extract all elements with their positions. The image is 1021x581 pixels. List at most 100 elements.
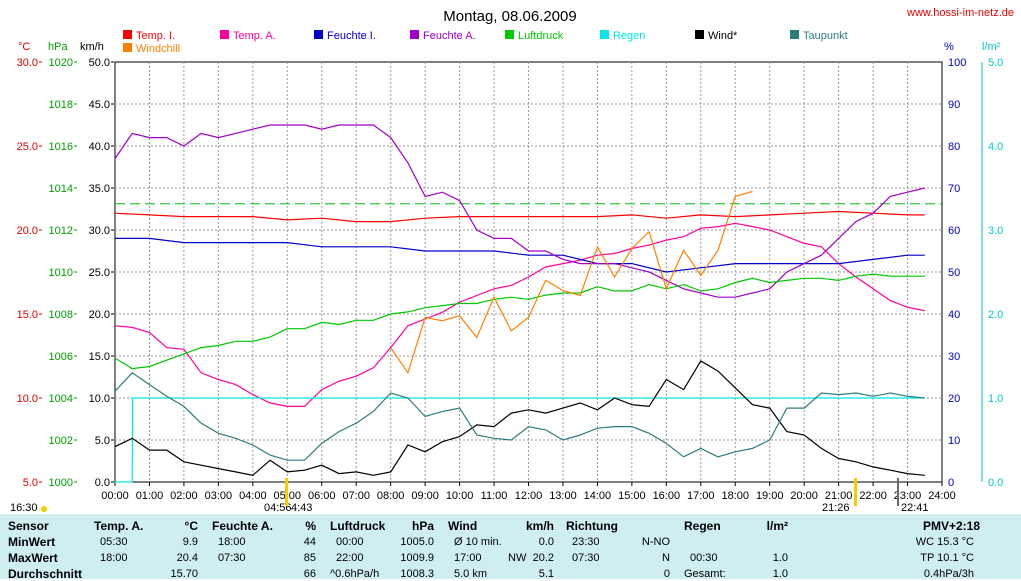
richtung-min-value: N-NO xyxy=(641,536,670,548)
x-tick-label: 22:00 xyxy=(859,490,887,502)
left-tick-label: 5.0 xyxy=(95,435,110,447)
left-tick-label: 10.0 xyxy=(89,393,110,405)
day-length-label: 16:30 xyxy=(10,502,38,514)
legend-swatch xyxy=(220,30,229,39)
legend-label: Regen xyxy=(613,30,645,42)
left-tick-label: 45.0 xyxy=(89,99,110,111)
luftdruck-min-time: 00:00 xyxy=(336,536,364,548)
temp-a-min-time: 05:30 xyxy=(100,536,128,548)
source-link[interactable]: www.hossi-im-netz.de xyxy=(906,7,1014,19)
sun-markers: 16:30 04:56 4:43 21:26 22:41 xyxy=(10,478,929,514)
left-tick-label: 1020 xyxy=(49,57,73,69)
right-tick-label: 3.0 xyxy=(988,225,1003,237)
luftdruck-min-value: 1005.0 xyxy=(400,536,434,548)
chart-series xyxy=(114,124,925,483)
temp-a-avg-value: 15.70 xyxy=(170,568,198,580)
luftdruck-trend: ^0.6hPa/h xyxy=(330,568,380,580)
x-tick-label: 15:00 xyxy=(618,490,646,502)
right-tick-label: 80 xyxy=(948,141,960,153)
left-tick-label: 0.0 xyxy=(95,477,110,489)
moon-marker xyxy=(897,478,899,506)
legend-swatch xyxy=(123,43,132,52)
pmv-windchill: WC 15.3 °C xyxy=(915,536,974,548)
right-tick-label: 70 xyxy=(948,183,960,195)
left-tick-label: 20.0 xyxy=(17,225,38,237)
left-tick-label: 1010 xyxy=(49,267,73,279)
x-tick-label: 14:00 xyxy=(584,490,612,502)
temp-a-min-value: 9.9 xyxy=(182,536,198,548)
legend-label: Feuchte A. xyxy=(423,30,476,42)
x-tick-label: 10:00 xyxy=(446,490,474,502)
series-line-regen xyxy=(115,397,925,483)
x-axis-ticks: 00:0001:0002:0003:0004:0005:0006:0007:00… xyxy=(101,482,956,502)
sunrise-label: 04:56 xyxy=(264,502,292,514)
regen-max-value: 1.0 xyxy=(772,552,788,564)
legend-label: Wind* xyxy=(708,30,738,42)
legend-swatch xyxy=(695,30,704,39)
richtung-max-time: 07:30 xyxy=(572,552,600,564)
sunset-marker xyxy=(854,478,857,506)
legend-label: Taupunkt xyxy=(803,30,848,42)
legend-label: Temp. I. xyxy=(136,30,175,42)
left-tick-label: 1004 xyxy=(49,393,73,405)
temp-a-max-time: 18:00 xyxy=(100,552,128,564)
row-label-min: MinWert xyxy=(8,535,56,549)
feuchte-a-max-value: 85 xyxy=(303,552,316,564)
x-tick-label: 03:00 xyxy=(205,490,233,502)
regen-max-time: 00:30 xyxy=(690,552,718,564)
x-tick-label: 02:00 xyxy=(170,490,198,502)
left-tick-label: 15.0 xyxy=(89,351,110,363)
sunset-label: 21:26 xyxy=(822,502,850,514)
luftdruck-header: Luftdruck xyxy=(330,519,386,533)
wind-min-time: Ø 10 min. xyxy=(454,536,502,548)
right-tick-label: 30 xyxy=(948,351,960,363)
feuchte-a-avg-value: 66 xyxy=(303,568,316,580)
left-tick-label: 50.0 xyxy=(89,57,110,69)
feuchte-a-unit: % xyxy=(305,519,316,533)
right-tick-label: 60 xyxy=(948,225,960,237)
left-tick-label: 1012 xyxy=(49,225,73,237)
axis-unit-left: hPa xyxy=(48,41,68,53)
x-tick-label: 18:00 xyxy=(721,490,749,502)
stats-panel: Sensor MinWert MaxWert Durchschnitt Temp… xyxy=(0,514,1021,581)
temp-a-header: Temp. A. xyxy=(94,519,144,533)
x-tick-label: 11:00 xyxy=(481,490,508,502)
chart-legend: Temp. I. Temp. A. Feuchte I. Feuchte A. Luft… xyxy=(123,30,848,55)
wind-unit: km/h xyxy=(525,519,554,533)
regen-unit: l/m² xyxy=(766,519,788,533)
sunrise-label-2: 4:43 xyxy=(291,502,312,514)
axis-unit-right: l/m² xyxy=(982,41,1001,53)
left-tick-label: 5.0 xyxy=(23,477,38,489)
x-tick-label: 21:00 xyxy=(825,490,853,502)
pmv-taupunkt: TP 10.1 °C xyxy=(920,552,974,564)
series-line-temp-a xyxy=(114,222,925,407)
x-tick-label: 06:00 xyxy=(308,490,336,502)
legend-label: Temp. A. xyxy=(233,30,276,42)
right-tick-label: 90 xyxy=(948,99,960,111)
wind-min-value: 0.0 xyxy=(538,536,554,548)
x-tick-label: 01:00 xyxy=(136,490,164,502)
feuchte-a-min-value: 44 xyxy=(303,536,316,548)
right-tick-label: 40 xyxy=(948,309,960,321)
x-tick-label: 13:00 xyxy=(549,490,577,502)
wind-avg-value: 5.1 xyxy=(538,568,554,580)
right-tick-label: 50 xyxy=(948,267,960,279)
regen-header: Regen xyxy=(684,519,721,533)
x-tick-label: 12:00 xyxy=(515,490,543,502)
left-tick-label: 40.0 xyxy=(89,141,110,153)
left-tick-label: 30.0 xyxy=(17,57,38,69)
series-line-temp-i xyxy=(114,210,925,223)
axis-unit-left: °C xyxy=(18,41,30,53)
temp-a-max-value: 20.4 xyxy=(176,552,198,564)
left-tick-label: 20.0 xyxy=(89,309,110,321)
richtung-min-time: 23:30 xyxy=(572,536,600,548)
luftdruck-unit: hPa xyxy=(411,519,434,533)
left-tick-label: 10.0 xyxy=(17,393,38,405)
feuchte-a-min-time: 18:00 xyxy=(218,536,246,548)
x-tick-label: 20:00 xyxy=(790,490,818,502)
x-tick-label: 19:00 xyxy=(756,490,784,502)
chart-grid xyxy=(114,61,943,483)
left-tick-label: 1018 xyxy=(49,99,73,111)
right-tick-label: 20 xyxy=(948,393,960,405)
